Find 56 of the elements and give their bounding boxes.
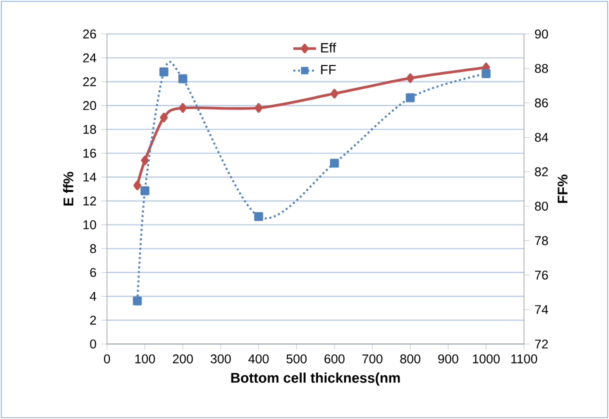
point bbox=[406, 73, 414, 83]
point bbox=[159, 67, 168, 76]
x-tick-label: 1100 bbox=[511, 354, 538, 364]
y-tick-label: 16 bbox=[83, 148, 96, 158]
x-axis-title: Bottom cell thickness(nm bbox=[231, 372, 400, 386]
x-tick-label: 900 bbox=[438, 354, 458, 364]
point bbox=[330, 88, 338, 98]
y-tick-label: 0 bbox=[90, 340, 96, 348]
point bbox=[482, 69, 491, 78]
y-tick-label: 22 bbox=[83, 77, 96, 86]
y2-axis-title: FF% bbox=[558, 174, 568, 203]
point bbox=[140, 186, 150, 196]
point bbox=[178, 74, 188, 84]
y-tick-label: 2 bbox=[90, 316, 96, 325]
y-tick-label: 26 bbox=[83, 30, 96, 38]
y-tick-label: 6 bbox=[90, 268, 96, 277]
point bbox=[254, 103, 263, 113]
y-tick-label: 12 bbox=[83, 196, 96, 206]
x-tick-label: 200 bbox=[172, 354, 193, 364]
x-tick-label: 1000 bbox=[472, 354, 500, 364]
y2-tick-label: 84 bbox=[534, 132, 548, 142]
y2-tick-label: 72 bbox=[535, 340, 548, 348]
y-tick-label: 10 bbox=[83, 220, 96, 230]
legend-label: FF bbox=[321, 65, 336, 74]
y2-tick-label: 76 bbox=[535, 270, 548, 280]
y-tick-label: 4 bbox=[90, 292, 96, 301]
x-tick-label: 300 bbox=[210, 354, 231, 364]
y2-tick-label: 86 bbox=[534, 98, 548, 108]
point bbox=[406, 93, 415, 102]
y-tick-label: 14 bbox=[83, 172, 96, 182]
point bbox=[330, 158, 339, 168]
y-tick-label: 20 bbox=[83, 101, 96, 110]
y-tick-label: 18 bbox=[83, 124, 96, 134]
y-tick-label: 8 bbox=[90, 244, 96, 254]
y2-tick-label: 80 bbox=[534, 202, 548, 211]
y2-tick-label: 74 bbox=[535, 305, 548, 314]
point bbox=[132, 296, 142, 306]
y-axis-title: E ff% bbox=[63, 172, 74, 206]
y2-tick-label: 90 bbox=[534, 30, 548, 38]
point bbox=[140, 156, 149, 166]
y-tick-label: 24 bbox=[83, 53, 96, 62]
point bbox=[254, 212, 264, 222]
x-tick-label: 800 bbox=[400, 354, 420, 364]
x-tick-label: 600 bbox=[324, 354, 345, 364]
x-tick-label: 400 bbox=[248, 354, 269, 364]
y2-tick-label: 82 bbox=[534, 167, 548, 176]
y2-tick-label: 88 bbox=[534, 64, 548, 73]
x-tick-label: 500 bbox=[286, 354, 307, 364]
x-tick-label: 700 bbox=[362, 354, 382, 364]
legend-label: Eff bbox=[321, 42, 336, 52]
point bbox=[178, 103, 187, 113]
y2-tick-label: 78 bbox=[535, 236, 548, 246]
x-tick-label: 0 bbox=[104, 354, 110, 364]
x-tick-label: 100 bbox=[135, 354, 155, 364]
point bbox=[133, 180, 142, 190]
point bbox=[160, 112, 168, 122]
